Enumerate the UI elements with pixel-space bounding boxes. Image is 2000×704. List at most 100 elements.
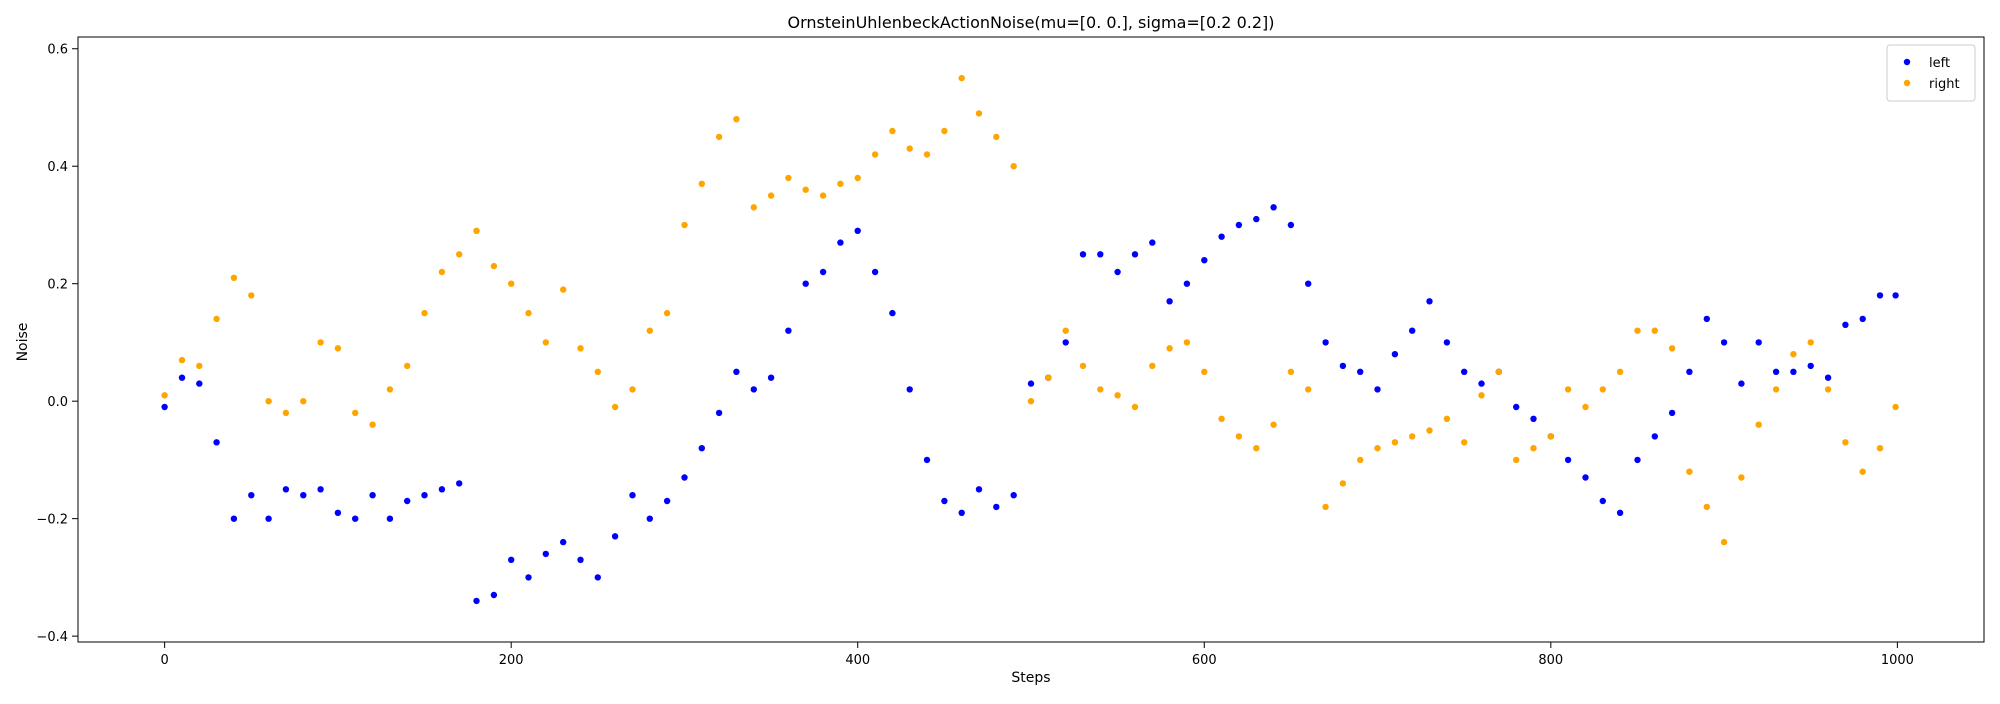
- data-point-left: [352, 515, 359, 522]
- data-point-right: [577, 345, 584, 352]
- x-tick-label: 400: [845, 653, 870, 668]
- data-point-left: [1461, 368, 1468, 375]
- data-point-left: [1892, 292, 1899, 299]
- data-point-right: [265, 398, 272, 405]
- data-point-left: [923, 456, 931, 464]
- data-point-right: [1097, 386, 1104, 393]
- data-point-right: [300, 398, 307, 405]
- data-point-left: [1443, 339, 1451, 346]
- data-point-left: [681, 474, 688, 481]
- data-point-right: [837, 180, 844, 187]
- data-point-right: [1461, 439, 1468, 446]
- y-tick-label: −0.2: [36, 513, 68, 528]
- data-point-right: [1668, 345, 1676, 352]
- data-point-right: [1582, 403, 1589, 411]
- data-point-right: [1807, 339, 1814, 346]
- data-point-right: [1374, 445, 1381, 452]
- data-point-left: [906, 386, 913, 393]
- data-point-left: [317, 486, 324, 493]
- data-point-left: [1374, 386, 1381, 393]
- data-point-right: [767, 192, 775, 199]
- data-point-right: [456, 251, 463, 258]
- data-point-right: [560, 286, 567, 293]
- y-axis-label: Noise: [15, 323, 31, 362]
- data-point-right: [1027, 398, 1035, 405]
- data-point-right: [1270, 421, 1277, 428]
- data-point-right: [490, 262, 498, 270]
- data-point-left: [1183, 280, 1191, 287]
- data-point-right: [941, 127, 948, 135]
- data-point-right: [871, 151, 879, 158]
- data-point-left: [819, 268, 827, 276]
- data-point-right: [1357, 456, 1364, 464]
- data-point-left: [265, 515, 272, 522]
- data-point-left: [248, 492, 255, 499]
- data-point-right: [1616, 368, 1624, 375]
- data-point-left: [1842, 321, 1849, 328]
- data-point-right: [1651, 327, 1659, 334]
- x-tick-label: 0: [160, 653, 168, 668]
- data-point-left: [715, 409, 723, 417]
- data-point-right: [1564, 386, 1572, 393]
- data-point-right: [629, 386, 636, 393]
- data-point-right: [317, 339, 324, 346]
- data-point-right: [993, 133, 1000, 141]
- y-tick-label: 0.0: [47, 395, 68, 410]
- data-point-right: [1166, 345, 1173, 352]
- data-point-right: [1703, 503, 1711, 511]
- data-point-left: [334, 509, 342, 516]
- data-point-left: [958, 509, 965, 516]
- data-point-right: [1859, 468, 1866, 475]
- data-point-left: [646, 515, 653, 522]
- data-point-left: [1305, 280, 1312, 287]
- data-point-left: [1149, 239, 1156, 246]
- data-point-right: [1634, 327, 1641, 334]
- data-point-right: [1686, 468, 1693, 475]
- data-point-left: [1824, 374, 1832, 381]
- data-point-right: [1391, 439, 1399, 446]
- data-point-right: [681, 221, 688, 229]
- data-point-left: [698, 445, 705, 452]
- data-point-right: [698, 180, 705, 187]
- data-point-left: [750, 386, 757, 393]
- x-axis-label: Steps: [1011, 670, 1050, 686]
- data-point-right: [1235, 433, 1243, 440]
- data-point-left: [802, 280, 809, 287]
- data-point-left: [1668, 409, 1676, 417]
- data-point-right: [906, 145, 913, 152]
- data-point-left: [837, 239, 844, 246]
- data-point-left: [1703, 315, 1711, 323]
- data-point-right: [1876, 445, 1884, 452]
- data-point-right: [923, 151, 931, 158]
- data-point-left: [508, 556, 515, 563]
- data-point-right: [352, 409, 359, 417]
- data-point-right: [1426, 427, 1433, 434]
- data-point-right: [334, 345, 342, 352]
- data-point-right: [1530, 445, 1537, 452]
- data-point-left: [1287, 221, 1295, 229]
- legend-label-left: left: [1929, 56, 1950, 71]
- data-point-left: [1859, 315, 1866, 323]
- data-point-left: [767, 374, 775, 381]
- data-point-left: [1807, 362, 1814, 370]
- data-point-left: [1755, 339, 1762, 346]
- data-point-left: [1738, 380, 1745, 387]
- data-point-right: [196, 362, 203, 370]
- data-point-left: [1357, 368, 1364, 375]
- data-point-left: [1235, 221, 1243, 229]
- data-point-left: [178, 374, 186, 381]
- data-point-left: [1876, 292, 1884, 299]
- data-point-left: [854, 227, 861, 234]
- data-point-right: [248, 292, 255, 299]
- data-point-left: [1530, 415, 1537, 422]
- data-point-left: [542, 550, 549, 558]
- data-point-left: [993, 503, 1000, 511]
- data-point-right: [958, 74, 965, 82]
- data-point-left: [473, 597, 480, 605]
- data-point-right: [1842, 439, 1849, 446]
- data-point-right: [473, 227, 480, 234]
- data-point-left: [733, 368, 740, 375]
- data-point-right: [1772, 386, 1780, 393]
- plot-frame: [77, 36, 1985, 643]
